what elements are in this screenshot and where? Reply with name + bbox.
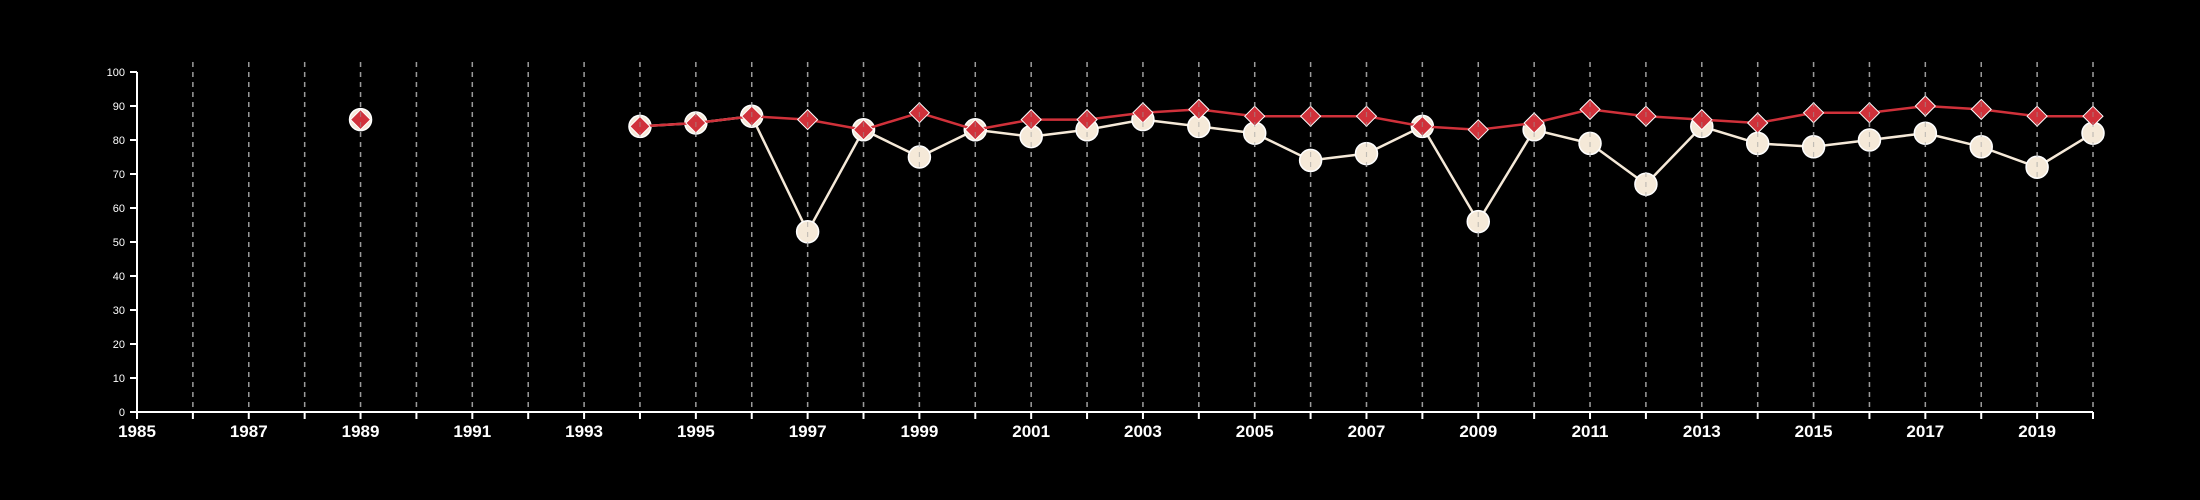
y-tick-label: 100 — [107, 67, 125, 79]
x-tick-label: 2001 — [1012, 422, 1050, 441]
data-point-diamond-2013 — [1691, 108, 1713, 131]
y-tick-label: 50 — [113, 237, 125, 249]
x-tick-label: 2019 — [2018, 422, 2056, 441]
x-tick-label: 1993 — [565, 422, 603, 441]
x-tick-label: 2011 — [1572, 422, 1609, 441]
x-tick-label: 2003 — [1124, 422, 1162, 441]
data-point-diamond-2009 — [1467, 119, 1489, 141]
y-tick-label: 60 — [113, 203, 125, 215]
data-point-diamond-2018 — [1970, 98, 1992, 121]
y-tick-label: 30 — [113, 305, 125, 317]
x-tick-label: 1995 — [677, 422, 715, 441]
x-tick-label: 1999 — [900, 422, 938, 441]
x-tick-label: 2009 — [1459, 422, 1497, 441]
y-tick-label: 10 — [113, 373, 125, 385]
x-tick-label: 1987 — [230, 422, 268, 441]
x-tick-label: 2015 — [1795, 422, 1833, 441]
x-tick-label: 2005 — [1236, 422, 1274, 441]
axes: 0 10 20 30 40 50 60 70 80 90 100 1985 1987 1989 1991 19… — [107, 67, 2094, 441]
x-tick-label: 2013 — [1683, 422, 1721, 441]
data-point-circle-2006 — [1298, 148, 1323, 173]
series — [348, 95, 2105, 244]
data-point-diamond-2011 — [1579, 98, 1601, 121]
data-point-diamond-1997 — [796, 108, 819, 131]
data-point-diamond-2001 — [1020, 108, 1042, 131]
x-tick-label: 1989 — [342, 422, 380, 441]
x-tick-label: 2007 — [1348, 422, 1386, 441]
data-point-diamond-2002 — [1076, 108, 1098, 131]
data-point-diamond-2004 — [1188, 98, 1210, 121]
y-tick-label: 20 — [113, 339, 125, 351]
data-point-diamond-1998 — [852, 119, 875, 141]
data-point-diamond-1989 — [349, 108, 372, 131]
x-tick-label: 2017 — [1906, 422, 1944, 441]
y-tick-label: 90 — [113, 101, 125, 113]
data-point-diamond-2000 — [964, 119, 986, 141]
y-tick-label: 40 — [113, 271, 125, 283]
x-tick-label: 1985 — [118, 422, 156, 441]
grid-lines-overlay — [192, 62, 2094, 412]
y-tick-label: 70 — [113, 169, 125, 181]
y-tick-label: 0 — [119, 407, 125, 419]
x-tick-label: 1997 — [789, 422, 827, 441]
x-tick-label: 1991 — [453, 422, 491, 441]
y-tick-label: 80 — [113, 135, 125, 147]
data-point-circle-2016 — [1857, 128, 1882, 152]
